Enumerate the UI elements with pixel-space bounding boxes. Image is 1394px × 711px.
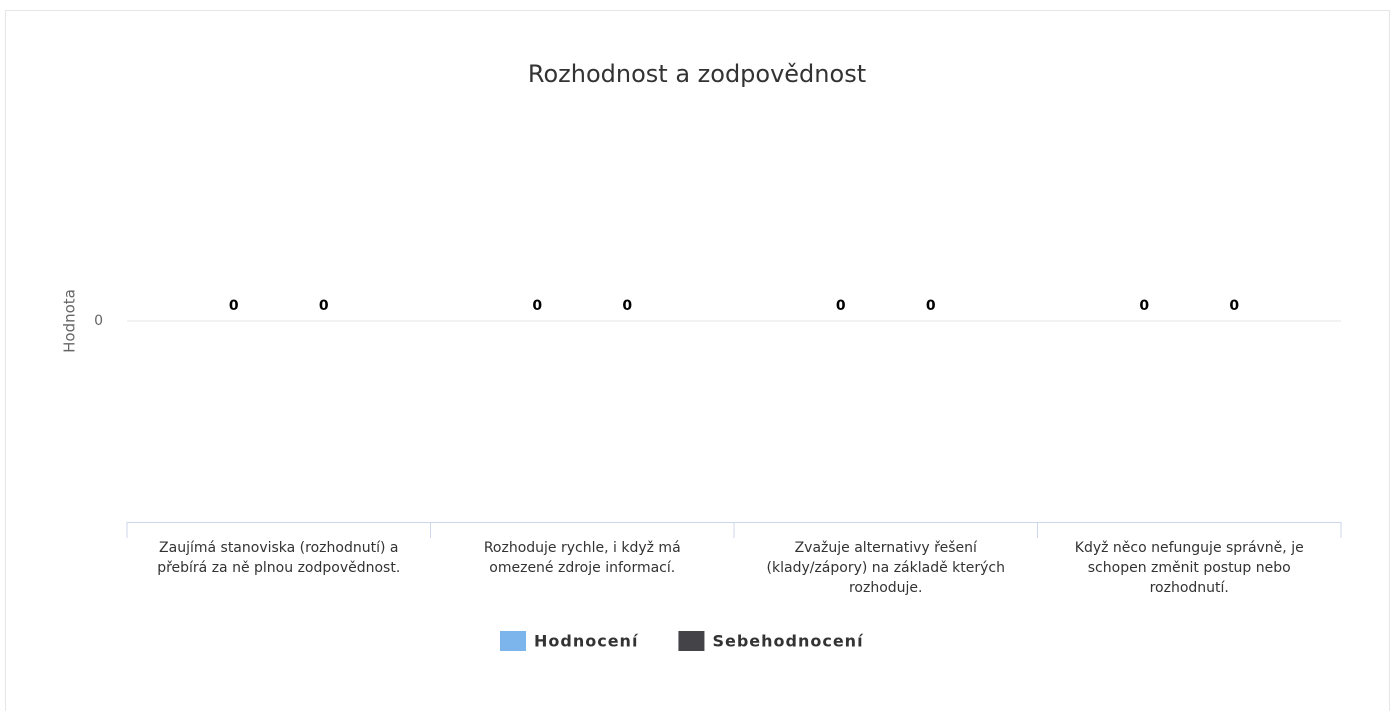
y-tick-label: 0 bbox=[94, 313, 103, 329]
x-tick-label: Zvažuje alternativy řešení (klady/zápory… bbox=[766, 540, 1005, 596]
legend-swatch bbox=[678, 631, 705, 651]
x-tick-label: Zaujímá stanoviska (rozhodnutí) a přebír… bbox=[157, 540, 401, 576]
y-axis-title: Hodnota bbox=[61, 289, 79, 353]
data-label: 0 bbox=[1139, 298, 1149, 314]
legend-label: Sebehodnocení bbox=[712, 632, 864, 651]
data-label: 0 bbox=[532, 298, 542, 314]
data-label: 0 bbox=[319, 298, 329, 314]
data-label: 0 bbox=[926, 298, 936, 314]
frame bbox=[5, 10, 1390, 711]
x-tick-label: Když něco nefunguje správně, je schopen … bbox=[1074, 540, 1304, 596]
x-tick-label: Rozhoduje rychle, i když má omezené zdro… bbox=[483, 540, 681, 576]
data-label: 0 bbox=[229, 298, 239, 314]
data-label: 0 bbox=[836, 298, 846, 314]
chart-title: Rozhodnost a zodpovědnost bbox=[528, 60, 866, 88]
legend-swatch bbox=[500, 631, 526, 651]
data-label: 0 bbox=[622, 298, 632, 314]
data-label: 0 bbox=[1229, 298, 1239, 314]
legend-label: Hodnocení bbox=[534, 632, 639, 651]
